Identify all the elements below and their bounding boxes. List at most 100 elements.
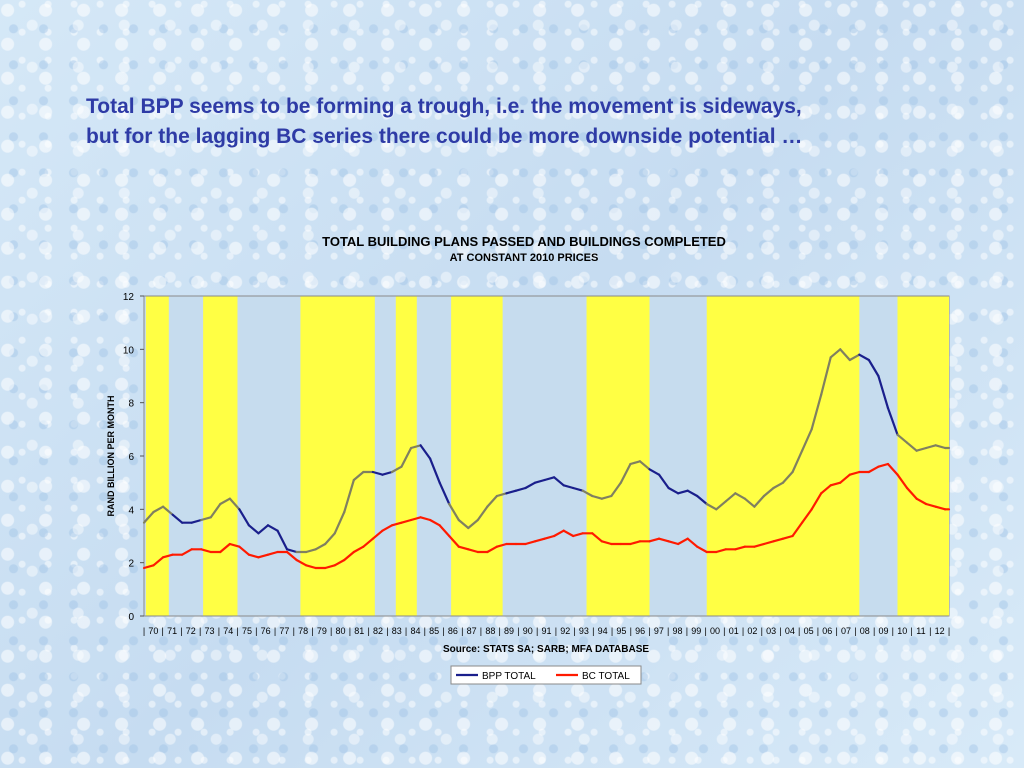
data-point [420,517,421,518]
x-tick-label: 85 [429,626,439,636]
line-segment [734,545,746,551]
data-point [830,357,831,358]
data-point [267,525,268,526]
line-segment [381,524,394,532]
line-segment [648,537,661,543]
data-point [697,546,698,547]
line-segment [314,542,327,551]
line-segment [600,540,613,546]
data-point [859,471,860,472]
data-point [439,525,440,526]
data-point [248,525,249,526]
line-segment [877,374,890,410]
x-tick-separator: | [929,626,931,636]
line-segment [238,545,251,556]
data-point [325,567,326,568]
line-segment [514,486,527,492]
data-point [887,407,888,408]
line-segment [524,540,537,546]
data-point [315,567,316,568]
line-segment [810,492,823,511]
line-segment [429,457,441,484]
x-tick-separator: | [442,626,444,636]
x-tick-separator: | [274,626,276,636]
data-point [334,565,335,566]
line-segment [390,521,403,527]
y-tick-label: 8 [128,399,134,410]
data-point [763,495,764,496]
data-point [554,477,555,478]
x-tick-separator: | [236,626,238,636]
line-segment [905,486,918,500]
data-point [830,485,831,486]
x-tick-separator: | [910,626,912,636]
data-point [506,493,507,494]
x-tick-label: 94 [598,626,608,636]
x-tick-separator: | [143,626,145,636]
x-tick-separator: | [162,626,164,636]
data-point [296,551,297,552]
x-tick-label: 73 [205,626,215,636]
line-segment [915,446,928,452]
line-segment [333,558,346,567]
data-point [697,495,698,496]
data-point [840,482,841,483]
x-tick-separator: | [704,626,706,636]
data-point [716,551,717,552]
data-point [468,549,469,550]
line-segment [152,556,165,567]
data-point [948,447,949,448]
data-point [401,522,402,523]
line-segment [533,478,546,484]
x-tick-label: 88 [485,626,495,636]
data-point [945,447,946,448]
data-point [334,533,335,534]
x-tick-label: 78 [298,626,308,636]
line-segment [381,470,394,476]
data-point [649,469,650,470]
data-point [382,474,383,475]
data-point [468,527,469,528]
line-segment [543,476,556,482]
data-point [363,471,364,472]
line-segment [219,497,231,506]
data-point [935,445,936,446]
data-point [239,509,240,510]
data-point [439,482,440,483]
data-point [630,543,631,544]
line-segment [371,529,384,540]
data-point [544,538,545,539]
data-point [935,506,936,507]
line-segment [209,502,222,519]
line-segment [820,484,832,495]
line-segment [400,518,413,524]
line-segment [600,494,613,500]
data-point [639,541,640,542]
data-point [286,549,287,550]
data-point [363,546,364,547]
x-tick-separator: | [555,626,557,636]
data-point [143,522,144,523]
line-segment [467,548,479,554]
line-segment [438,481,451,506]
x-tick-label: 77 [279,626,289,636]
data-point [763,543,764,544]
line-segment [934,444,947,450]
data-point [687,490,688,491]
line-segment [352,470,365,482]
x-tick-label: 02 [747,626,757,636]
data-point [906,442,907,443]
line-segment [476,505,489,522]
line-segment [886,462,899,476]
legend-label-1: BC TOTAL [582,671,630,682]
line-segment [638,460,651,471]
data-point [678,493,679,494]
shaded-periods [145,296,949,616]
data-point [782,538,783,539]
line-segment [486,545,499,554]
x-tick-separator: | [723,626,725,636]
line-segment [181,548,193,556]
line-segment [161,553,174,559]
data-point [162,557,163,558]
line-segment [858,353,870,362]
